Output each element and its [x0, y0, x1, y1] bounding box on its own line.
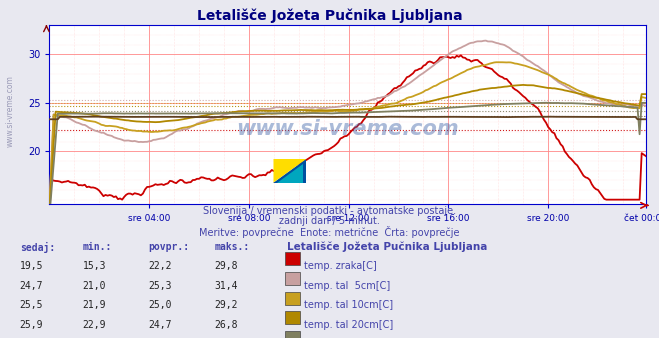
Text: min.:: min.: — [82, 242, 112, 252]
Text: povpr.:: povpr.: — [148, 242, 189, 252]
Text: 25,3: 25,3 — [148, 281, 172, 291]
Polygon shape — [273, 159, 306, 183]
Text: 26,8: 26,8 — [214, 320, 238, 330]
Text: 22,9: 22,9 — [82, 320, 106, 330]
Text: www.si-vreme.com: www.si-vreme.com — [5, 76, 14, 147]
Text: 25,5: 25,5 — [20, 300, 43, 311]
Text: temp. tal  5cm[C]: temp. tal 5cm[C] — [304, 281, 390, 291]
Polygon shape — [277, 164, 303, 183]
Text: 24,7: 24,7 — [20, 281, 43, 291]
Text: zadnji dan / 5 minut.: zadnji dan / 5 minut. — [279, 216, 380, 226]
Text: temp. zraka[C]: temp. zraka[C] — [304, 261, 376, 271]
Text: 22,2: 22,2 — [148, 261, 172, 271]
Text: 25,0: 25,0 — [148, 300, 172, 311]
Text: 29,2: 29,2 — [214, 300, 238, 311]
Text: 29,8: 29,8 — [214, 261, 238, 271]
Text: Letališče Jožeta Pučnika Ljubljana: Letališče Jožeta Pučnika Ljubljana — [287, 242, 487, 252]
Text: maks.:: maks.: — [214, 242, 249, 252]
Text: Meritve: povprečne  Enote: metrične  Črta: povprečje: Meritve: povprečne Enote: metrične Črta:… — [199, 226, 460, 239]
Text: 25,9: 25,9 — [20, 320, 43, 330]
Text: temp. tal 20cm[C]: temp. tal 20cm[C] — [304, 320, 393, 330]
Text: 21,0: 21,0 — [82, 281, 106, 291]
Text: www.si-vreme.com: www.si-vreme.com — [237, 119, 459, 139]
Text: 31,4: 31,4 — [214, 281, 238, 291]
Text: 21,9: 21,9 — [82, 300, 106, 311]
Text: Letališče Jožeta Pučnika Ljubljana: Letališče Jožeta Pučnika Ljubljana — [196, 8, 463, 23]
Text: 15,3: 15,3 — [82, 261, 106, 271]
Text: sedaj:: sedaj: — [20, 242, 55, 253]
Polygon shape — [273, 159, 306, 183]
Text: temp. tal 10cm[C]: temp. tal 10cm[C] — [304, 300, 393, 311]
Text: 19,5: 19,5 — [20, 261, 43, 271]
Text: Slovenija / vremenski podatki - avtomatske postaje.: Slovenija / vremenski podatki - avtomats… — [203, 206, 456, 216]
Text: 24,7: 24,7 — [148, 320, 172, 330]
